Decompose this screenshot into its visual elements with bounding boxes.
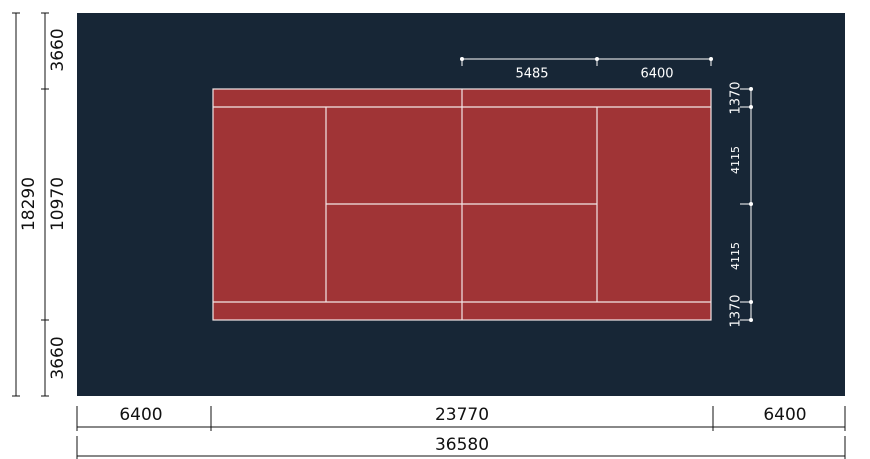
dimension-label: 18290 (19, 177, 39, 231)
outer-dimensions: 18290 3660 10970 3660 6400 23770 6400 36… (12, 12, 846, 459)
dimension-label: 5485 (515, 67, 548, 82)
dimension-label: 3660 (48, 28, 68, 71)
dimension-label: 4115 (729, 146, 742, 174)
dimension-label: 23770 (435, 405, 489, 425)
dimension-label: 4115 (729, 242, 742, 270)
dimension-label: 6400 (640, 67, 673, 82)
dimension-label: 1370 (729, 294, 744, 327)
court (212, 88, 712, 321)
dimension-label: 3660 (48, 336, 68, 379)
dimension-label: 1370 (729, 81, 744, 114)
dimension-label: 10970 (48, 177, 68, 231)
dimension-label: 6400 (763, 405, 806, 425)
dimension-label: 36580 (435, 435, 489, 455)
dimension-label: 6400 (119, 405, 162, 425)
court-dimensions: 5485 6400 1370 4115 4115 1370 (460, 57, 753, 328)
